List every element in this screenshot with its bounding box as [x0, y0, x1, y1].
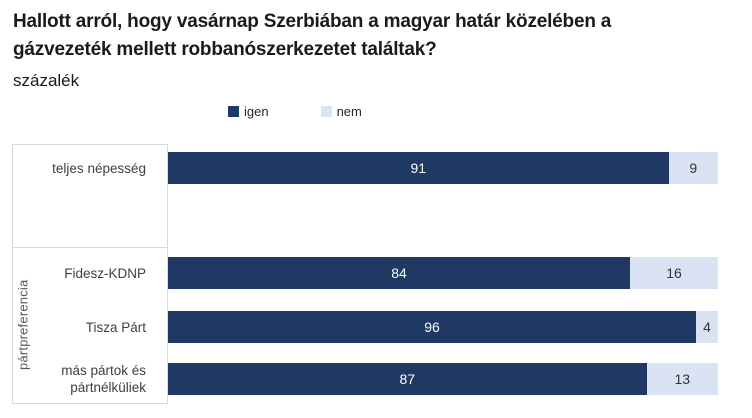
group-divider-top: [12, 144, 168, 145]
value-label-nem: 13: [674, 371, 691, 387]
value-label-nem: 16: [666, 265, 682, 281]
chart-title-line-2: gázvezeték mellett robbanószerkezetet ta…: [13, 39, 437, 60]
value-label-nem: 4: [703, 319, 711, 335]
bar-segment-nem: 16: [630, 257, 718, 289]
legend-item-igen: igen: [228, 104, 269, 119]
bar-segment-nem: 13: [646, 363, 718, 395]
value-axis-line: [167, 144, 168, 404]
bar-segment-nem: 4: [696, 311, 718, 343]
chart-title: Hallott arról, hogy vasárnap Szerbiában …: [13, 8, 743, 64]
group-divider-middle: [12, 247, 168, 248]
legend-label-nem: nem: [336, 104, 362, 119]
bar-row-fidesz-kdnp: 84 16: [168, 257, 718, 289]
category-label-tisza-part: Tisza Párt: [85, 319, 146, 335]
value-label-igen: 91: [410, 160, 427, 176]
legend-item-nem: nem: [320, 104, 362, 119]
group-divider-bottom: [12, 403, 168, 404]
chart-subtitle: százalék: [13, 71, 80, 90]
legend: igen nem: [228, 104, 362, 119]
category-axis-outer-line: [12, 144, 13, 404]
bar-segment-nem: 9: [668, 152, 718, 184]
bar-row-teljes-nepesseg: 91 9: [168, 152, 718, 184]
bar-segment-igen: 96: [168, 311, 696, 343]
chart-title-line-1: Hallott arról, hogy vasárnap Szerbiában …: [13, 11, 612, 32]
category-label-mas-partok: más pártok és pártnélküliek: [61, 363, 146, 395]
legend-swatch-nem: [320, 106, 332, 117]
value-label-igen: 84: [391, 265, 407, 281]
bar-segment-igen: 84: [168, 257, 630, 289]
value-label-nem: 9: [689, 160, 698, 176]
bar-segment-igen: 91: [168, 152, 669, 184]
category-label-teljes-nepesseg: teljes népesség: [52, 160, 146, 176]
legend-label-igen: igen: [244, 104, 269, 119]
value-label-igen: 87: [399, 371, 416, 387]
legend-swatch-igen: [228, 106, 239, 117]
bar-row-mas-partok: 87 13: [168, 363, 718, 395]
category-label-fidesz-kdnp: Fidesz-KDNP: [64, 265, 146, 281]
bar-segment-igen: 87: [168, 363, 647, 395]
value-label-igen: 96: [424, 319, 440, 335]
bar-row-tisza-part: 96 4: [168, 311, 718, 343]
